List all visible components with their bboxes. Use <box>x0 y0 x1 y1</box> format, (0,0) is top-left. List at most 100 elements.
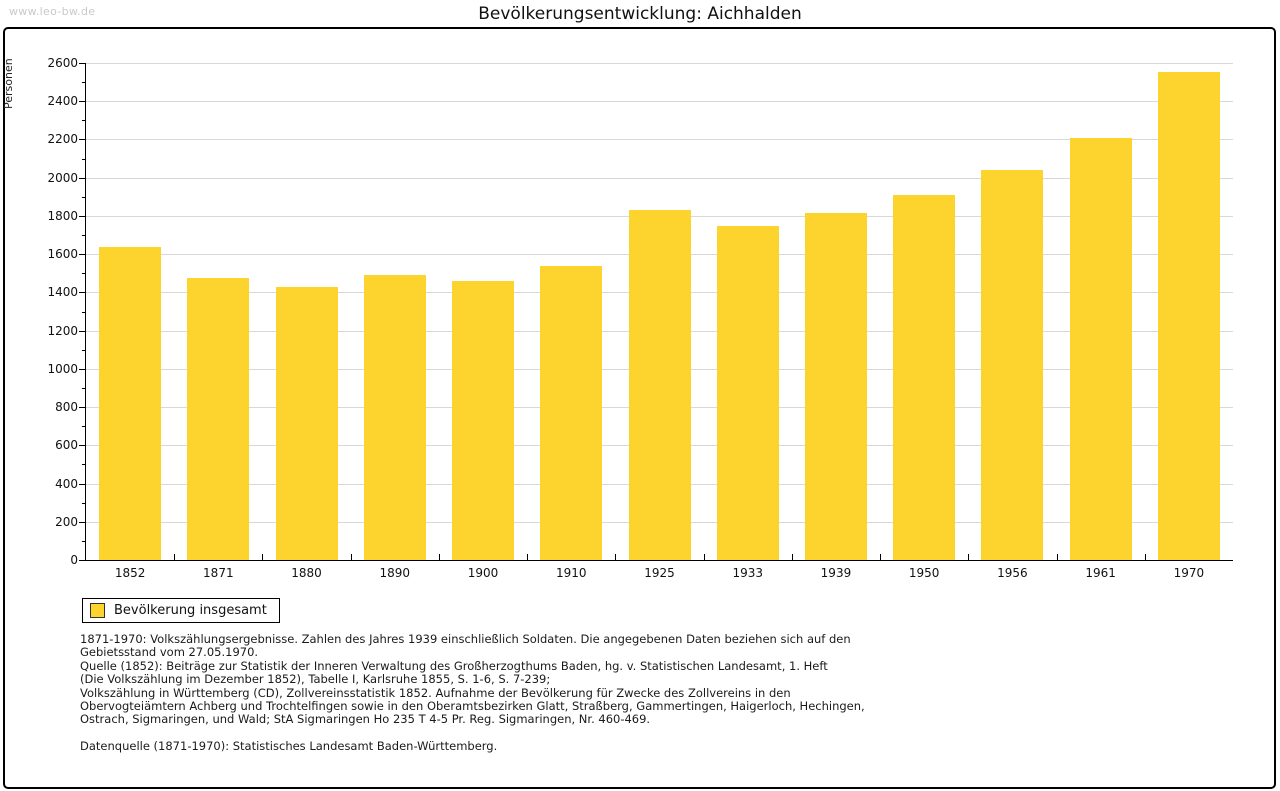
x-tick-mark <box>703 554 705 560</box>
legend: Bevölkerung insgesamt <box>82 598 280 623</box>
plot-area: 0 200 400 600 800 1000 1200 1400 1600 1800 2000 220… <box>47 56 1233 580</box>
footnote-line: Gebietsstand vom 27.05.1970. <box>80 645 259 660</box>
x-tick-label: 1925 <box>644 566 675 580</box>
y-axis-title: Personen <box>2 58 15 110</box>
bar <box>804 213 867 560</box>
y-minor-tick-mark <box>82 311 86 313</box>
y-tick-mark <box>79 139 86 141</box>
x-tick-label: 1950 <box>908 566 940 580</box>
bar <box>187 278 250 560</box>
x-tick-label: 1900 <box>467 566 499 580</box>
footnote-line: 1871-1970: Volkszählungsergebnisse. Zahl… <box>80 632 851 646</box>
gridline <box>86 139 1233 141</box>
y-tick-mark <box>79 215 86 217</box>
y-minor-tick-mark <box>82 349 86 351</box>
y-minor-tick-mark <box>82 426 86 428</box>
y-tick-label: 1600 <box>47 247 78 262</box>
gridline <box>86 63 1233 64</box>
y-tick-label: 200 <box>55 514 78 529</box>
bar <box>1069 137 1132 560</box>
x-tick-label: 1910 <box>555 566 587 580</box>
x-tick-mark <box>968 554 970 560</box>
y-minor-tick-mark <box>82 464 86 466</box>
x-tick-mark <box>438 554 440 560</box>
bar <box>452 280 515 560</box>
x-tick-label: 1871 <box>203 566 234 580</box>
y-minor-tick-mark <box>82 120 86 122</box>
y-tick-mark <box>79 483 86 485</box>
x-tick-label: 1961 <box>1085 566 1116 580</box>
x-tick-mark <box>262 554 264 560</box>
bar <box>363 275 426 560</box>
y-tick-label: 600 <box>55 438 78 453</box>
footnotes: 1871-1970: Volkszählungsergebnisse. Zahl… <box>80 632 1200 727</box>
bar <box>981 170 1044 560</box>
page-title: Bevölkerungsentwicklung: Aichhalden <box>478 4 802 24</box>
y-tick-label: 400 <box>55 476 78 491</box>
footnote-line: Ostrach, Sigmaringen, und Wald; StA Sigm… <box>80 712 651 727</box>
x-tick-mark <box>350 554 352 560</box>
y-tick-mark <box>79 101 86 103</box>
y-minor-tick-mark <box>82 196 86 198</box>
x-tick-label: 1880 <box>291 566 322 580</box>
y-tick-label: 2200 <box>47 132 78 147</box>
x-tick-label: 1933 <box>732 566 763 580</box>
y-tick-mark <box>79 560 86 561</box>
y-tick-mark <box>79 63 86 64</box>
y-tick-label: 1200 <box>47 323 78 338</box>
x-tick-label: 1852 <box>114 566 146 580</box>
x-tick-mark <box>880 554 882 560</box>
bar <box>893 194 956 560</box>
x-tick-mark <box>527 554 529 560</box>
y-tick-label: 2600 <box>47 56 78 70</box>
y-minor-tick-mark <box>82 158 86 160</box>
y-tick-label: 1000 <box>47 361 78 376</box>
y-tick-mark <box>79 292 86 294</box>
y-tick-label: 800 <box>55 400 78 415</box>
x-tick-mark <box>174 554 176 560</box>
legend-swatch-icon <box>90 603 105 618</box>
y-tick-label: 1800 <box>47 208 78 223</box>
gridline <box>86 101 1233 103</box>
site-watermark: www.leo-bw.de <box>9 5 96 18</box>
bar <box>1157 71 1220 560</box>
y-tick-mark <box>79 254 86 256</box>
x-tick-label: 1939 <box>820 566 852 580</box>
x-tick-mark <box>1144 554 1146 560</box>
bar <box>628 210 691 560</box>
y-tick-label: 2400 <box>47 94 78 109</box>
bar <box>99 246 162 560</box>
x-tick-mark <box>615 554 617 560</box>
y-minor-tick-mark <box>82 82 86 84</box>
chart-frame <box>3 27 1276 789</box>
bar <box>275 286 338 560</box>
y-tick-mark <box>79 368 86 370</box>
x-tick-label: 1970 <box>1173 566 1205 580</box>
x-tick-mark <box>1056 554 1058 560</box>
x-tick-label: 1890 <box>379 566 411 580</box>
legend-label: Bevölkerung insgesamt <box>114 603 267 618</box>
y-tick-mark <box>79 521 86 523</box>
y-tick-mark <box>79 407 86 409</box>
x-tick-mark <box>791 554 793 560</box>
datasource-note: Datenquelle (1871-1970): Statistisches L… <box>80 739 498 753</box>
gridline <box>86 177 1233 179</box>
y-tick-label: 1400 <box>47 285 78 300</box>
y-minor-tick-mark <box>82 387 86 389</box>
footnote-line: (Die Volkszählung im Dezember 1852), Tab… <box>80 672 551 687</box>
footnote-line: Volkszählung in Württemberg (CD), Zollve… <box>80 685 791 700</box>
y-minor-tick-mark <box>82 540 86 542</box>
y-tick-label: 2000 <box>47 170 78 185</box>
bar <box>540 265 603 560</box>
y-tick-mark <box>79 330 86 332</box>
footnote-line: Quelle (1852): Beiträge zur Statistik de… <box>80 658 828 673</box>
y-minor-tick-mark <box>82 235 86 237</box>
footnote-line: Obervogteiämtern Achberg und Trochtelfin… <box>80 699 865 714</box>
x-tick-label: 1956 <box>997 566 1028 580</box>
y-tick-mark <box>79 177 86 179</box>
y-tick-mark <box>79 445 86 447</box>
y-tick-label: 0 <box>70 553 78 567</box>
y-minor-tick-mark <box>82 273 86 275</box>
bar <box>716 226 779 560</box>
y-minor-tick-mark <box>82 502 86 504</box>
